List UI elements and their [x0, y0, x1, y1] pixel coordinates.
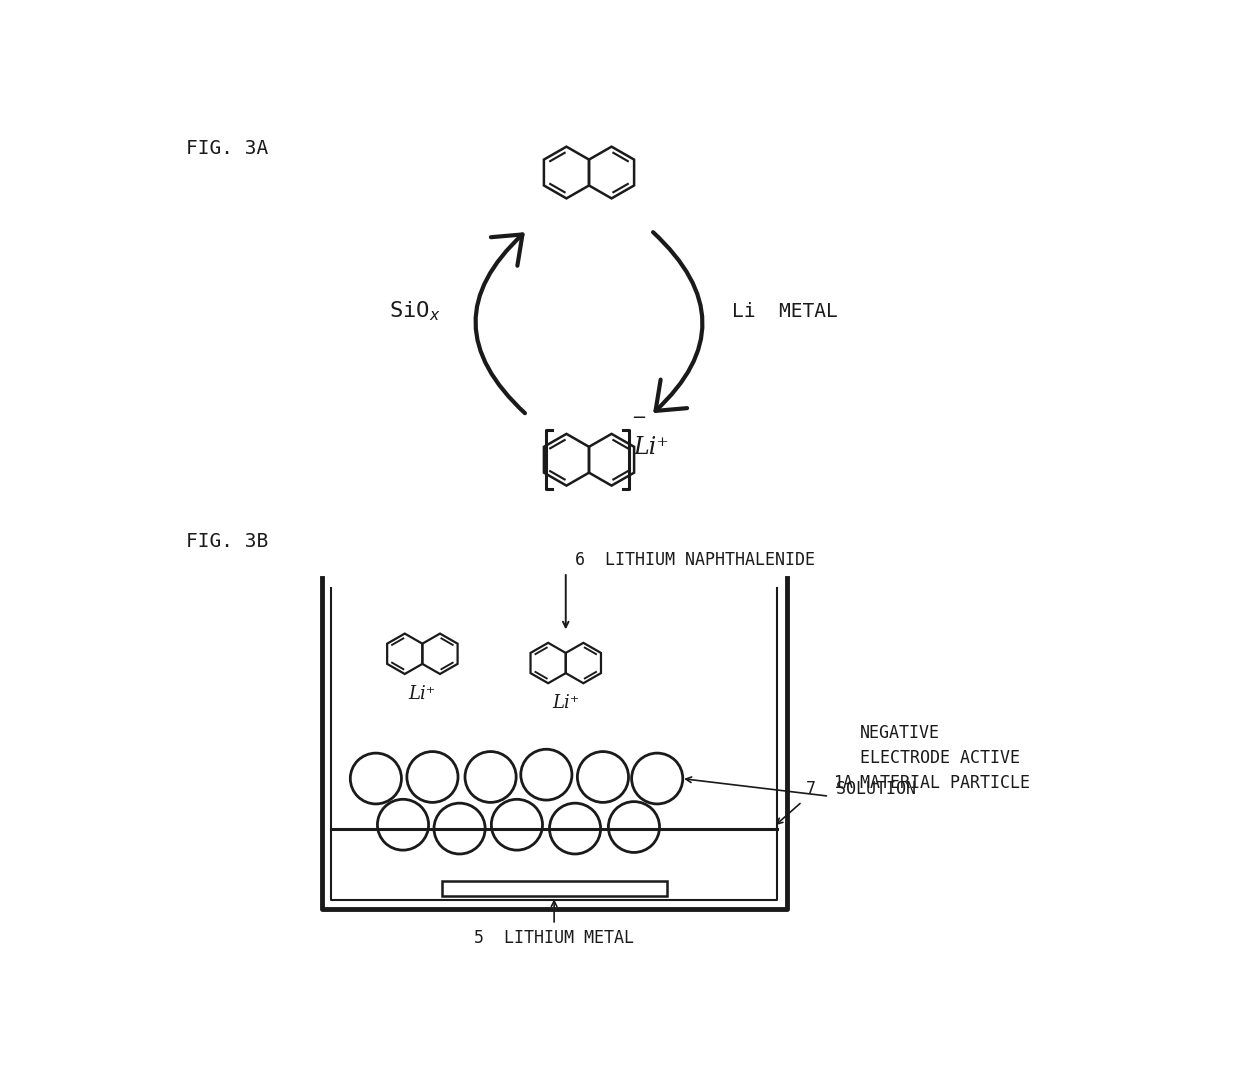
Text: NEGATIVE
ELECTRODE ACTIVE
MATERIAL PARTICLE: NEGATIVE ELECTRODE ACTIVE MATERIAL PARTI…	[861, 725, 1030, 792]
Text: FIG. 3A: FIG. 3A	[186, 139, 268, 159]
Text: SiO$_x$: SiO$_x$	[389, 299, 440, 323]
Text: −: −	[631, 408, 647, 427]
Text: FIG. 3B: FIG. 3B	[186, 532, 268, 551]
Text: 1A: 1A	[833, 774, 853, 792]
Text: 7  SOLUTION: 7 SOLUTION	[806, 779, 916, 798]
Text: 5  LITHIUM METAL: 5 LITHIUM METAL	[474, 928, 634, 947]
Bar	[441, 881, 667, 896]
FancyArrowPatch shape	[476, 235, 525, 413]
Text: Li⁺: Li⁺	[634, 436, 668, 459]
FancyArrowPatch shape	[653, 233, 702, 411]
Text: Li⁺: Li⁺	[552, 694, 579, 712]
Text: 6  LITHIUM NAPHTHALENIDE: 6 LITHIUM NAPHTHALENIDE	[575, 551, 815, 569]
Text: Li  METAL: Li METAL	[733, 301, 838, 321]
Text: Li⁺: Li⁺	[409, 685, 436, 703]
